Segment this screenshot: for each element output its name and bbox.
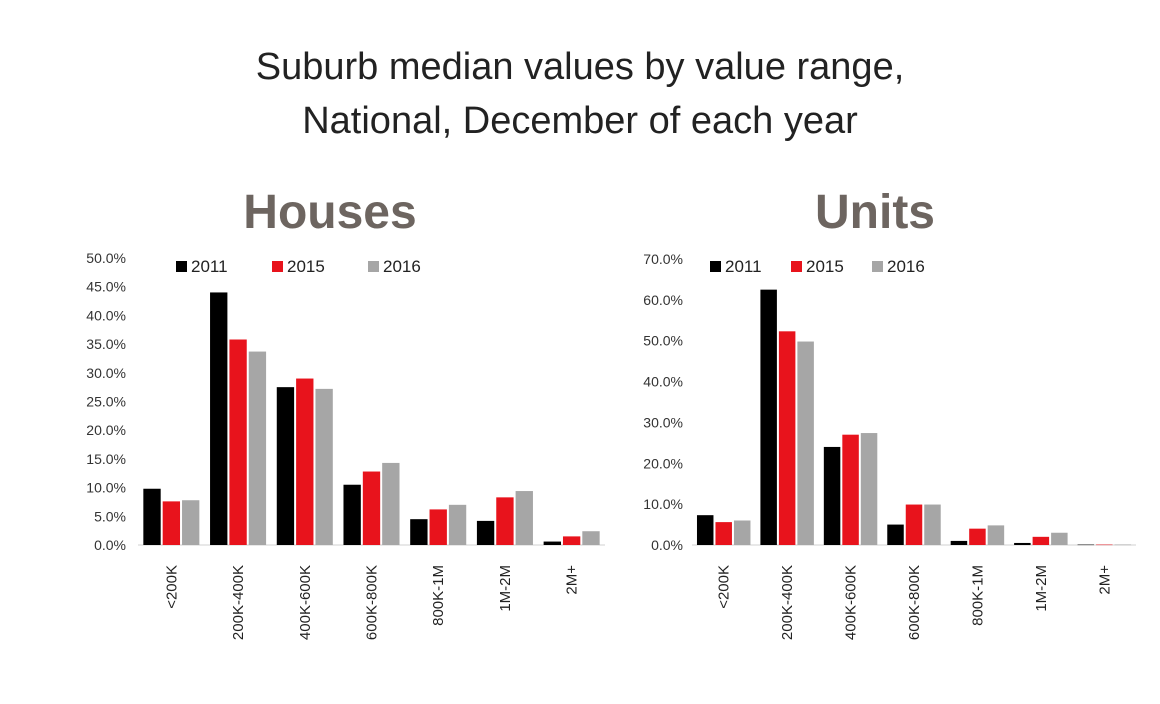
units-bar-1m-2m-2011 (1014, 542, 1031, 545)
units-bar-400k-600k-2015 (842, 434, 859, 545)
units-legend-swatch-2015 (791, 261, 802, 272)
houses-y-tick-label: 30.0% (86, 365, 126, 381)
units-x-tick-label: 800K-1M (969, 565, 986, 626)
houses-legend-swatch-2016 (368, 261, 379, 272)
units-x-tick-label: 2M+ (1096, 565, 1113, 595)
units-bar-2m-plus-2011 (1077, 544, 1095, 546)
houses-bar-400k-600k-2016 (315, 388, 333, 545)
houses-bar-2m-plus-2011 (543, 541, 561, 545)
units-legend-swatch-2016 (872, 261, 883, 272)
houses-bar-800k-1m-2011 (410, 519, 428, 545)
units-x-tick-label: 400K-600K (843, 565, 860, 640)
houses-x-tick-label: 1M-2M (497, 565, 514, 612)
houses-bar-200k-400k-2016 (248, 351, 267, 545)
houses-bar-800k-1m-2015 (429, 509, 447, 545)
houses-bar-600k-800k-2015 (362, 471, 381, 545)
houses-legend-label-2015: 2015 (287, 257, 325, 276)
units-bar-2m-plus-2015 (1096, 544, 1113, 546)
houses-x-tick-label: 200K-400K (230, 565, 247, 640)
houses-bar-1m-2m-2016 (515, 491, 533, 545)
houses-y-tick-label: 5.0% (94, 508, 126, 524)
houses-legend-label-2011: 2011 (191, 257, 228, 276)
units-bar-200k-400k-2015 (778, 331, 796, 545)
houses-bar-2m-plus-2016 (582, 531, 600, 545)
houses-bar-600k-800k-2011 (343, 484, 361, 545)
houses-x-tick-label: 800K-1M (430, 565, 447, 626)
units-y-tick-label: 30.0% (643, 414, 683, 430)
units-x-tick-label: 600K-800K (906, 565, 923, 640)
units-bar-800k-1m-2016 (987, 525, 1005, 545)
units-bar-600k-800k-2011 (887, 524, 904, 545)
houses-y-tick-label: 45.0% (86, 279, 126, 295)
chart-title-line-1: Suburb median values by value range, (255, 46, 905, 88)
units-legend-swatch-2011 (710, 261, 721, 272)
houses-x-tick-label: 400K-600K (297, 565, 314, 640)
houses-bar-under-200k-2015 (162, 501, 181, 545)
units-y-tick-label: 50.0% (643, 333, 683, 349)
houses-y-tick-label: 25.0% (86, 394, 126, 410)
units-legend-label-2015: 2015 (806, 257, 844, 276)
units-y-tick-label: 0.0% (651, 537, 683, 553)
units-bar-under-200k-2016 (733, 520, 751, 545)
houses-y-tick-label: 0.0% (94, 537, 126, 553)
houses-bar-600k-800k-2016 (382, 462, 400, 545)
units-bar-200k-400k-2011 (760, 289, 777, 545)
units-y-tick-label: 20.0% (643, 455, 683, 471)
houses-y-tick-label: 35.0% (86, 336, 126, 352)
houses-bar-under-200k-2016 (182, 500, 200, 545)
units-bar-1m-2m-2016 (1051, 532, 1068, 545)
units-chart: Units 0.0% 10.0% 20.0% 30.0% 40.0% 50.0% 60.0% 7… (643, 186, 1136, 640)
units-y-tick-label: 40.0% (643, 374, 683, 390)
chart-title: Suburb median values by value range, Nat… (0, 40, 1160, 148)
units-bar-2m-plus-2016 (1114, 544, 1132, 546)
houses-y-tick-label: 15.0% (86, 451, 126, 467)
houses-bar-400k-600k-2015 (296, 378, 314, 545)
houses-y-tick-label: 40.0% (86, 307, 126, 323)
units-bar-400k-600k-2016 (860, 433, 878, 545)
units-bar-800k-1m-2011 (950, 540, 968, 545)
houses-bar-1m-2m-2015 (496, 497, 514, 545)
units-bar-200k-400k-2016 (797, 341, 814, 545)
houses-bar-400k-600k-2011 (276, 387, 295, 545)
units-x-tick-label: 200K-400K (779, 565, 796, 640)
houses-bar-800k-1m-2016 (448, 504, 467, 545)
houses-bar-200k-400k-2015 (229, 339, 247, 545)
houses-bar-1m-2m-2011 (476, 520, 495, 545)
units-y-tick-label: 10.0% (643, 496, 683, 512)
houses-y-tick-label: 20.0% (86, 422, 126, 438)
units-x-tick-label: <200K (716, 565, 733, 609)
units-y-tick-label: 60.0% (643, 292, 683, 308)
units-bar-800k-1m-2015 (969, 528, 986, 545)
houses-legend-swatch-2011 (176, 261, 187, 272)
houses-bar-2m-plus-2015 (562, 536, 581, 545)
houses-bar-under-200k-2011 (143, 488, 161, 545)
houses-chart: Houses 0.0% 5.0% 10.0% 15.0% 20.0% 25.0% 30.0% 3… (86, 186, 605, 640)
houses-x-tick-label: 2M+ (564, 565, 581, 595)
houses-y-tick-label: 50.0% (86, 250, 126, 266)
units-bar-1m-2m-2015 (1032, 536, 1050, 545)
houses-bar-200k-400k-2011 (210, 292, 228, 545)
units-bar-600k-800k-2016 (924, 504, 941, 545)
units-legend-label-2011: 2011 (725, 257, 762, 276)
units-x-tick-label: 1M-2M (1033, 565, 1050, 612)
units-y-tick-label: 70.0% (643, 251, 683, 267)
houses-panel-title: Houses (243, 186, 416, 239)
units-panel-title: Units (815, 186, 935, 239)
units-bar-under-200k-2011 (696, 515, 714, 545)
units-bar-600k-800k-2015 (905, 504, 923, 545)
units-legend-label-2016: 2016 (887, 257, 925, 276)
houses-y-tick-label: 10.0% (86, 480, 126, 496)
houses-legend-label-2016: 2016 (383, 257, 421, 276)
units-bar-under-200k-2015 (715, 522, 732, 545)
chart-title-line-2: National, December of each year (302, 100, 858, 142)
units-bar-400k-600k-2011 (823, 446, 841, 545)
houses-x-tick-label: 600K-800K (364, 565, 381, 640)
houses-x-tick-label: <200K (163, 565, 180, 609)
houses-legend-swatch-2015 (272, 261, 283, 272)
